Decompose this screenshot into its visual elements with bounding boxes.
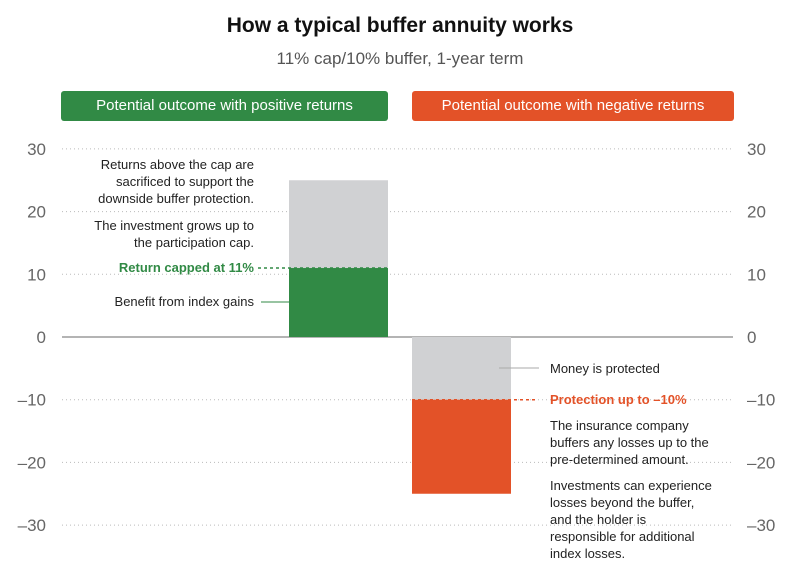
annotation-losses: responsible for additional <box>550 529 695 544</box>
annotation-losses: Investments can experience <box>550 478 712 493</box>
annotation-insurance: pre-determined amount. <box>550 452 689 467</box>
y-tick-label-right: 10 <box>747 265 766 284</box>
y-tick-label-left: –10 <box>18 391 46 410</box>
annotation-losses: losses beyond the buffer, <box>550 495 694 510</box>
annotation-sacrificed: downside buffer protection. <box>98 191 254 206</box>
y-tick-label-right: –10 <box>747 391 775 410</box>
annotation-insurance: The insurance company <box>550 418 689 433</box>
chart-subtitle: 11% cap/10% buffer, 1-year term <box>276 49 524 68</box>
legend-negative: Potential outcome with negative returns <box>412 91 734 121</box>
y-tick-label-left: 30 <box>27 140 46 159</box>
annotation-losses: and the holder is <box>550 512 647 527</box>
bar-sacrificed-returns <box>289 180 388 269</box>
annotation-insurance: buffers any losses up to the <box>550 435 709 450</box>
annotation-sacrificed: sacrificed to support the <box>116 174 254 189</box>
annotation-protection: Protection up to –10% <box>550 392 687 407</box>
annotation-losses: index losses. <box>550 546 625 561</box>
y-tick-label-right: 20 <box>747 203 766 222</box>
annotation-sacrificed: Returns above the cap are <box>101 157 254 172</box>
legend-positive: Potential outcome with positive returns <box>61 91 388 121</box>
y-tick-label-left: 0 <box>37 328 46 347</box>
chart-title: How a typical buffer annuity works <box>226 14 574 37</box>
y-tick-label-right: –30 <box>747 516 775 535</box>
y-tick-label-left: 20 <box>27 203 46 222</box>
y-tick-label-right: 0 <box>747 328 756 347</box>
y-tick-label-right: –20 <box>747 453 775 472</box>
annotation-benefit: Benefit from index gains <box>115 294 255 309</box>
annotation-grows: The investment grows up to <box>94 218 254 233</box>
y-tick-label-left: 10 <box>27 265 46 284</box>
annotation-protected: Money is protected <box>550 361 660 376</box>
y-tick-label-left: –30 <box>18 516 46 535</box>
bar-uncovered-loss <box>412 399 511 494</box>
bar-protected-loss <box>412 337 511 400</box>
y-tick-label-right: 30 <box>747 140 766 159</box>
annotation-grows: the participation cap. <box>134 235 254 250</box>
annotation-capped: Return capped at 11% <box>119 260 255 275</box>
y-tick-label-left: –20 <box>18 453 46 472</box>
bar-credited-gain <box>289 268 388 337</box>
